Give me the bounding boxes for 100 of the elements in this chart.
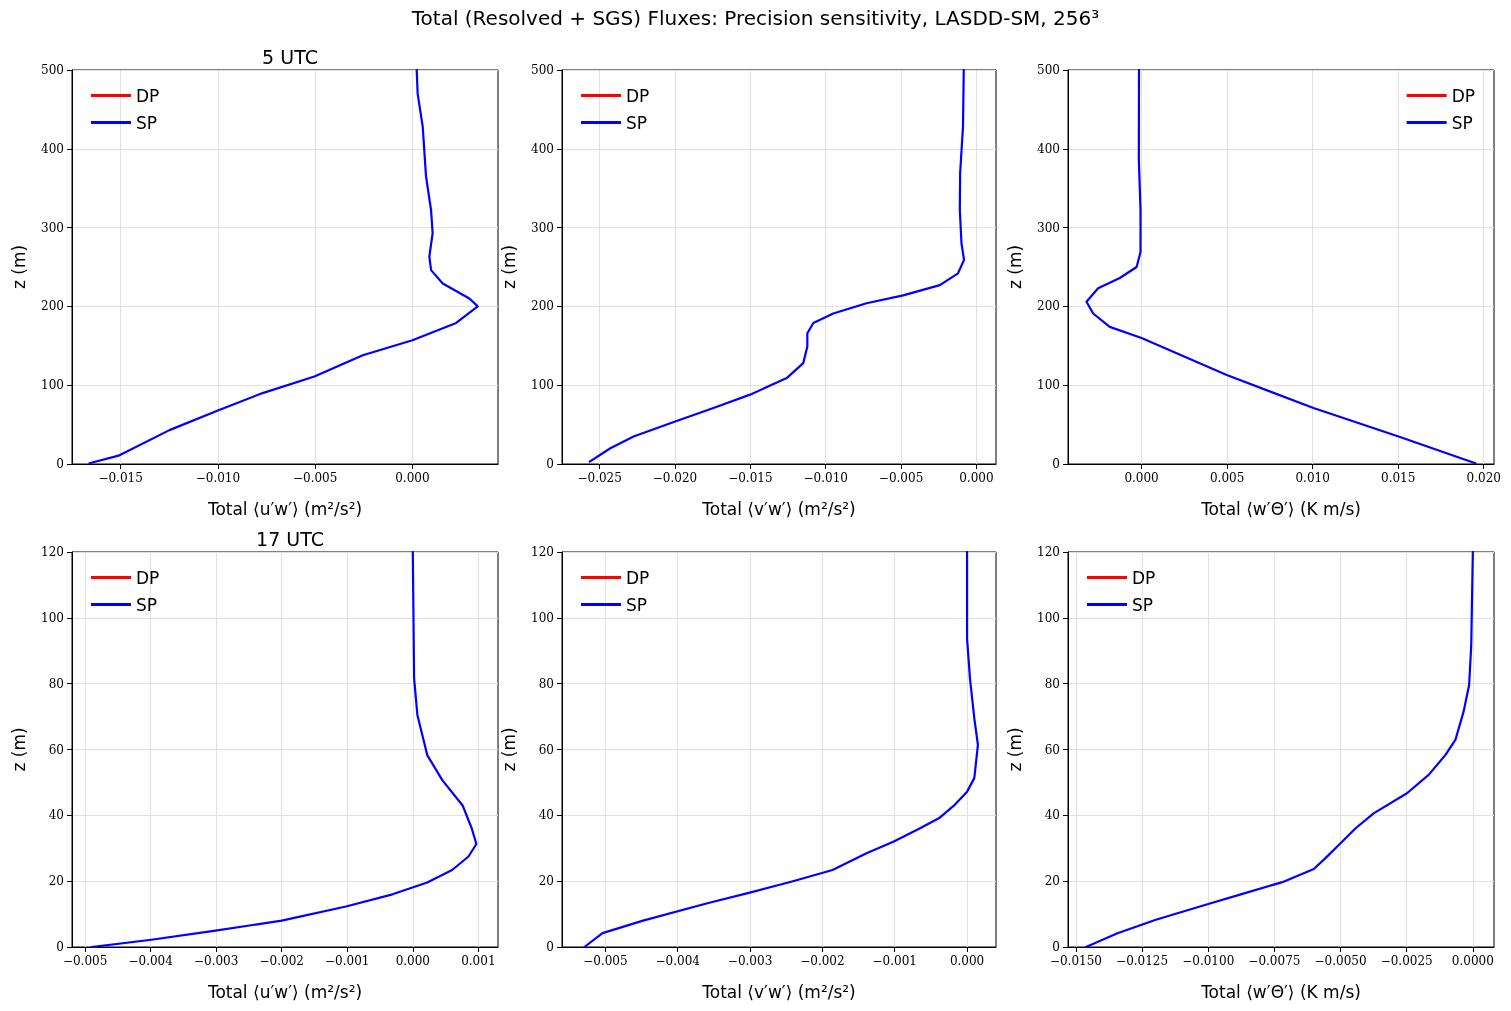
y-axis-title: z (m) [8, 244, 29, 290]
y-tick-label: 0 [1052, 940, 1060, 954]
legend-label: DP [136, 567, 160, 588]
y-tick-label: 20 [538, 874, 554, 889]
x-tick-label: 0.000 [395, 954, 430, 968]
y-tick-label: 400 [531, 141, 554, 156]
legend-label: DP [1132, 567, 1156, 588]
y-tick-label: 500 [531, 63, 554, 77]
x-tick-label: 0.015 [1381, 471, 1416, 485]
y-tick-label: 40 [48, 808, 64, 823]
x-tick-label: −0.015 [98, 471, 143, 485]
line-series [588, 68, 966, 463]
y-axis-title: z (m) [498, 727, 519, 772]
y-tick-label: 80 [1044, 676, 1060, 691]
y-tick-label: 100 [41, 610, 64, 625]
x-tick-label: −0.0100 [1182, 954, 1235, 968]
y-tick-label: 80 [48, 676, 64, 691]
x-tick-label: −0.0075 [1248, 954, 1301, 968]
x-tick-label: −0.005 [583, 954, 628, 968]
y-tick-label: 100 [531, 378, 554, 393]
y-tick-label: 0 [546, 940, 554, 954]
legend-label: SP [1132, 594, 1154, 615]
y-tick-label: 20 [1044, 874, 1060, 889]
x-tick-label: −0.001 [325, 954, 370, 968]
x-tick-label: 0.000 [1124, 471, 1159, 485]
chart-title: 5 UTC [262, 45, 318, 68]
x-tick-label: 0.001 [461, 954, 496, 968]
x-tick-label: 0.010 [1295, 471, 1330, 485]
x-tick-label: −0.003 [727, 954, 773, 968]
y-axis-title: z (m) [1004, 244, 1025, 290]
x-tick-label: −0.004 [128, 954, 174, 968]
x-tick-label: −0.005 [878, 471, 924, 485]
line-series [90, 550, 478, 949]
x-tick-label: 0.0000 [1451, 954, 1494, 968]
y-tick-label: 100 [1037, 610, 1060, 625]
y-tick-label: 500 [41, 63, 64, 77]
x-axis-title: Total ⟨w′Θ′⟩ (K m/s) [1200, 498, 1361, 519]
x-tick-label: −0.004 [655, 954, 701, 968]
y-tick-label: 0 [1052, 457, 1060, 471]
legend-label: DP [626, 85, 650, 106]
y-tick-label: 100 [1037, 378, 1060, 393]
x-tick-label: −0.005 [292, 471, 338, 485]
y-tick-label: 300 [531, 220, 554, 235]
y-tick-label: 300 [1037, 220, 1060, 235]
x-tick-label: −0.020 [652, 471, 698, 485]
y-tick-label: 60 [48, 742, 64, 757]
y-tick-label: 400 [41, 141, 64, 156]
x-tick-label: 0.000 [959, 471, 994, 485]
y-tick-label: 200 [1037, 299, 1060, 314]
x-tick-label: −0.003 [193, 954, 239, 968]
legend-label: DP [626, 567, 650, 588]
x-tick-label: 0.000 [395, 471, 430, 485]
y-tick-label: 20 [48, 874, 64, 889]
y-axis-title: z (m) [1004, 727, 1025, 772]
y-tick-label: 300 [41, 220, 64, 235]
y-tick-label: 500 [1037, 63, 1060, 77]
x-tick-label: −0.0125 [1116, 954, 1169, 968]
text: Total (Resolved + SGS) Fluxes: Precision sensitivity, LASDD-SM, 256³ [410, 6, 1101, 30]
y-tick-label: 0 [56, 457, 64, 471]
y-axis-title: z (m) [498, 244, 519, 290]
chart-title: 17 UTC [256, 527, 324, 550]
y-tick-label: 200 [531, 299, 554, 314]
y-tick-label: 60 [538, 742, 554, 757]
y-tick-label: 0 [546, 457, 554, 471]
x-tick-label: −0.010 [195, 471, 241, 485]
x-tick-label: −0.0025 [1380, 954, 1433, 968]
y-tick-label: 60 [1044, 742, 1060, 757]
x-axis-title: Total ⟨w′Θ′⟩ (K m/s) [1200, 981, 1361, 1002]
y-tick-label: 120 [1037, 545, 1060, 559]
legend-label: DP [1451, 85, 1475, 106]
y-tick-label: 400 [1037, 141, 1060, 156]
legend-label: SP [136, 594, 158, 615]
x-axis-title: Total ⟨v′w′⟩ (m²/s²) [701, 498, 856, 519]
x-tick-label: −0.002 [259, 954, 304, 968]
y-tick-label: 40 [1044, 808, 1060, 823]
x-tick-label: 0.005 [1209, 471, 1245, 485]
x-axis-title: Total ⟨u′w′⟩ (m²/s²) [206, 981, 363, 1002]
line-series [88, 68, 479, 465]
y-tick-label: 120 [41, 545, 64, 559]
y-tick-label: 40 [538, 808, 554, 823]
legend-label: SP [626, 112, 648, 133]
line-series [1084, 550, 1474, 949]
legend-label: DP [136, 85, 160, 106]
y-tick-label: 100 [531, 610, 554, 625]
x-tick-label: −0.010 [803, 471, 848, 485]
x-tick-label: −0.005 [62, 954, 108, 968]
x-axis-title: Total ⟨v′w′⟩ (m²/s²) [701, 981, 856, 1002]
x-axis-title: Total ⟨u′w′⟩ (m²/s²) [206, 498, 363, 519]
legend-label: SP [136, 112, 158, 133]
y-tick-label: 0 [56, 940, 64, 954]
line-series [583, 550, 980, 949]
y-tick-label: 120 [531, 545, 554, 559]
y-axis-title: z (m) [8, 727, 29, 772]
x-tick-label: −0.002 [800, 954, 845, 968]
y-tick-label: 80 [538, 676, 554, 691]
x-tick-label: 0.020 [1466, 471, 1501, 485]
legend-label: SP [1451, 112, 1473, 133]
x-tick-label: −0.025 [577, 471, 622, 485]
line-series [1085, 68, 1477, 465]
x-tick-label: −0.015 [728, 471, 773, 485]
